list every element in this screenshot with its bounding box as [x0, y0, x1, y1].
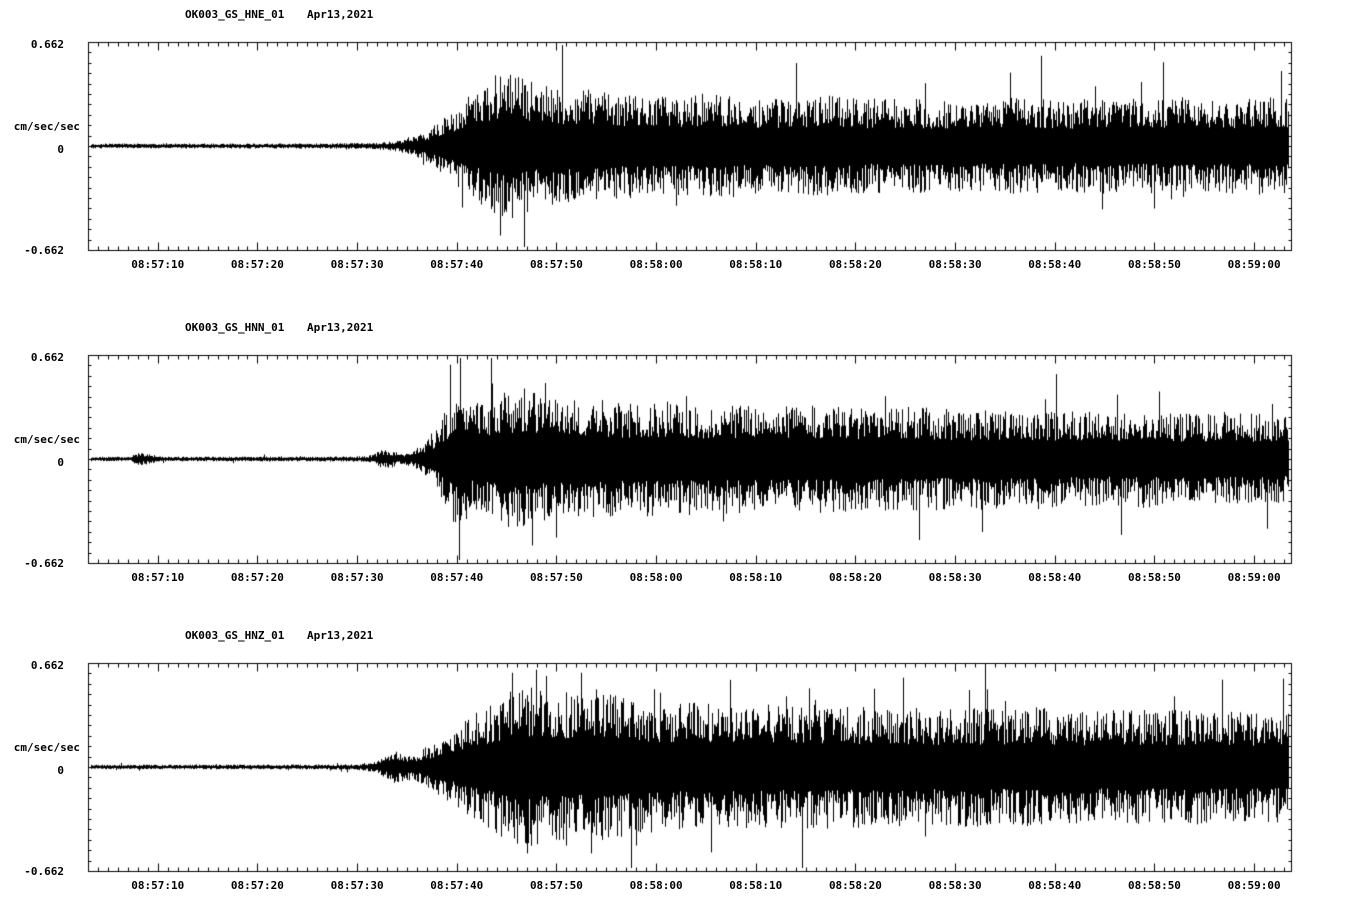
y-axis-units-label: cm/sec/sec: [13, 741, 80, 754]
panel-title-station: OK003_GS_HNE_01: [185, 8, 285, 21]
seismogram-plot-hne: [0, 8, 1358, 303]
x-tick-label: 08:58:40: [1028, 879, 1082, 892]
x-tick-label: 08:57:20: [230, 258, 284, 271]
y-tick-label-zero: 0: [57, 764, 64, 777]
x-tick-label: 08:58:40: [1028, 258, 1082, 271]
y-tick-label-min: -0.662: [24, 244, 64, 257]
panel-title-date: Apr13,2021: [307, 629, 374, 642]
y-tick-label-min: -0.662: [24, 557, 64, 570]
x-tick-label: 08:58:50: [1127, 879, 1181, 892]
x-tick-label: 08:57:10: [131, 258, 185, 271]
x-tick-label: 08:57:50: [529, 879, 583, 892]
x-tick-label: 08:58:20: [828, 571, 882, 584]
y-tick-label-max: 0.662: [30, 351, 64, 364]
x-tick-label: 08:58:10: [729, 258, 783, 271]
x-tick-label: 08:57:20: [230, 571, 284, 584]
x-tick-label: 08:59:00: [1227, 879, 1281, 892]
x-tick-label: 08:58:30: [928, 571, 982, 584]
x-tick-label: 08:58:10: [729, 879, 783, 892]
x-tick-label: 08:57:40: [430, 879, 484, 892]
panel-title-date: Apr13,2021: [307, 8, 374, 21]
x-tick-label: 08:58:30: [928, 879, 982, 892]
y-tick-label-max: 0.662: [30, 38, 64, 51]
y-tick-label-min: -0.662: [24, 865, 64, 878]
y-axis-units-label: cm/sec/sec: [13, 120, 80, 133]
seismogram-panel-hne: OK003_GS_HNE_01 Apr13,2021 0.662 cm/sec/…: [0, 8, 1358, 303]
x-tick-label: 08:58:40: [1028, 571, 1082, 584]
y-axis-units-label: cm/sec/sec: [13, 433, 80, 446]
seismogram-panel-hnz: OK003_GS_HNZ_01 Apr13,2021 0.662 cm/sec/…: [0, 629, 1358, 924]
x-tick-label: 08:57:30: [330, 571, 384, 584]
y-tick-label-max: 0.662: [30, 659, 64, 672]
y-tick-label-zero: 0: [57, 456, 64, 469]
panel-title-date: Apr13,2021: [307, 321, 374, 334]
seismogram-plot-hnn: [0, 321, 1358, 616]
y-tick-label-zero: 0: [57, 143, 64, 156]
x-tick-label: 08:57:40: [430, 571, 484, 584]
x-tick-label: 08:57:40: [430, 258, 484, 271]
x-tick-label: 08:57:30: [330, 258, 384, 271]
panel-title-station: OK003_GS_HNZ_01: [185, 629, 285, 642]
x-tick-label: 08:57:20: [230, 879, 284, 892]
x-tick-label: 08:58:00: [629, 258, 683, 271]
x-tick-label: 08:58:20: [828, 258, 882, 271]
x-tick-label: 08:57:50: [529, 258, 583, 271]
x-tick-label: 08:59:00: [1227, 258, 1281, 271]
x-tick-label: 08:58:50: [1127, 571, 1181, 584]
x-tick-label: 08:59:00: [1227, 571, 1281, 584]
x-tick-label: 08:57:10: [131, 879, 185, 892]
panel-title-station: OK003_GS_HNN_01: [185, 321, 285, 334]
x-tick-label: 08:58:20: [828, 879, 882, 892]
x-tick-label: 08:58:00: [629, 571, 683, 584]
seismogram-panel-hnn: OK003_GS_HNN_01 Apr13,2021 0.662 cm/sec/…: [0, 321, 1358, 616]
x-tick-label: 08:57:10: [131, 571, 185, 584]
x-tick-label: 08:58:50: [1127, 258, 1181, 271]
x-tick-label: 08:58:10: [729, 571, 783, 584]
x-tick-label: 08:58:30: [928, 258, 982, 271]
x-tick-label: 08:57:30: [330, 879, 384, 892]
seismogram-plot-hnz: [0, 629, 1358, 924]
x-tick-label: 08:57:50: [529, 571, 583, 584]
x-tick-label: 08:58:00: [629, 879, 683, 892]
